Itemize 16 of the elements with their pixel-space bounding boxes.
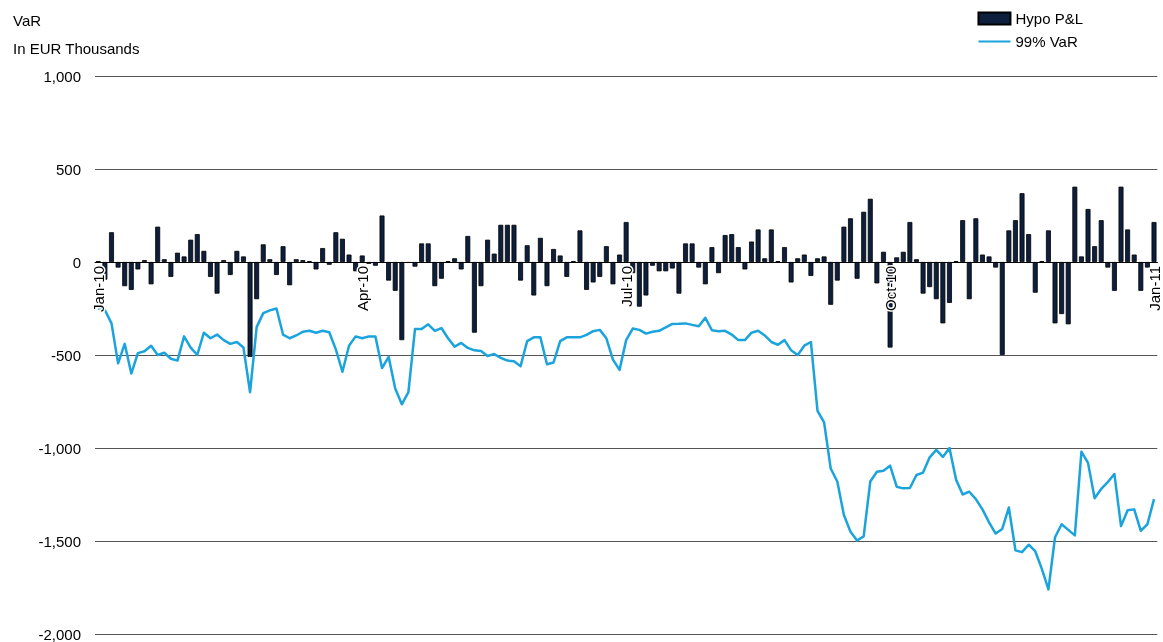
x-tick-label: Oct-10 (881, 266, 899, 312)
y-tick-label: -1,500 (38, 532, 81, 550)
y-tick-label: -500 (50, 346, 81, 364)
x-tick-label: Apr-10 (353, 266, 371, 312)
y-tick-label: -1,000 (38, 439, 81, 457)
y-tick-label: 1,000 (43, 67, 81, 85)
y-tick-label: 0 (72, 253, 81, 271)
y-axis-title: In EUR Thousands (13, 40, 140, 57)
x-tick-label: Jan-11 (1145, 266, 1163, 311)
chart-title: VaR (13, 12, 42, 29)
x-tick-label: Jul-10 (617, 266, 635, 307)
x-tick-label: Jan-10 (89, 266, 107, 312)
legend-label: Hypo P&L (1015, 10, 1084, 27)
legend-label: 99% VaR (1015, 33, 1078, 50)
y-tick-label: 500 (55, 160, 81, 178)
y-tick-label: -2,000 (38, 625, 81, 642)
